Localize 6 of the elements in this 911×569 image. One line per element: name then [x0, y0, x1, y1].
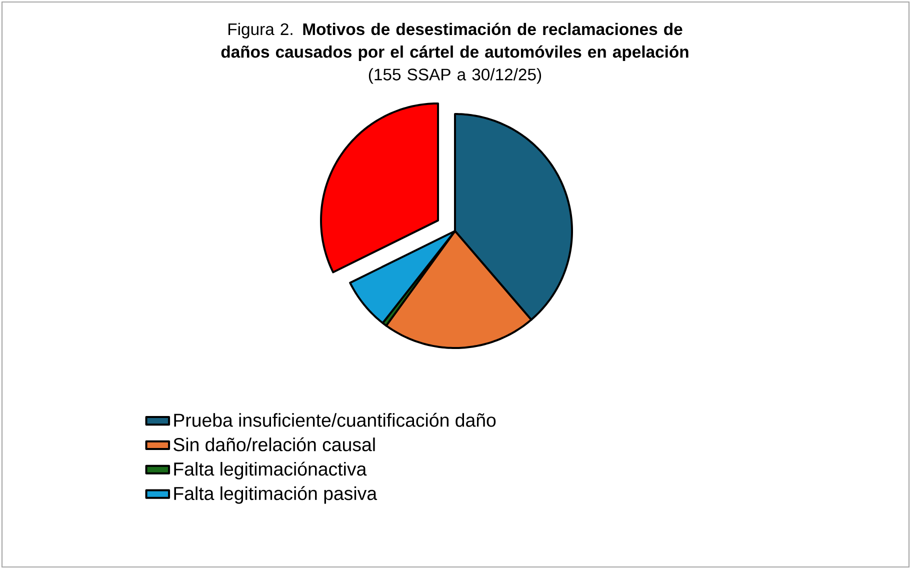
chart-subtitle: (155 SSAP a 30/12/25): [368, 68, 542, 84]
legend-label: Falta legitimaciónactiva: [174, 462, 367, 480]
legend-label: Prueba insuficiente/cuantificación daño: [174, 412, 496, 427]
chart-title: Figura 2. Motivos de desestimación de reclamaciones de daños causados por el cártel de automóviles en apelación: [221, 22, 688, 62]
legend-label: Falta legitimación pasiva: [174, 486, 378, 504]
legend-label: Sin daño/relación causal: [174, 437, 375, 452]
